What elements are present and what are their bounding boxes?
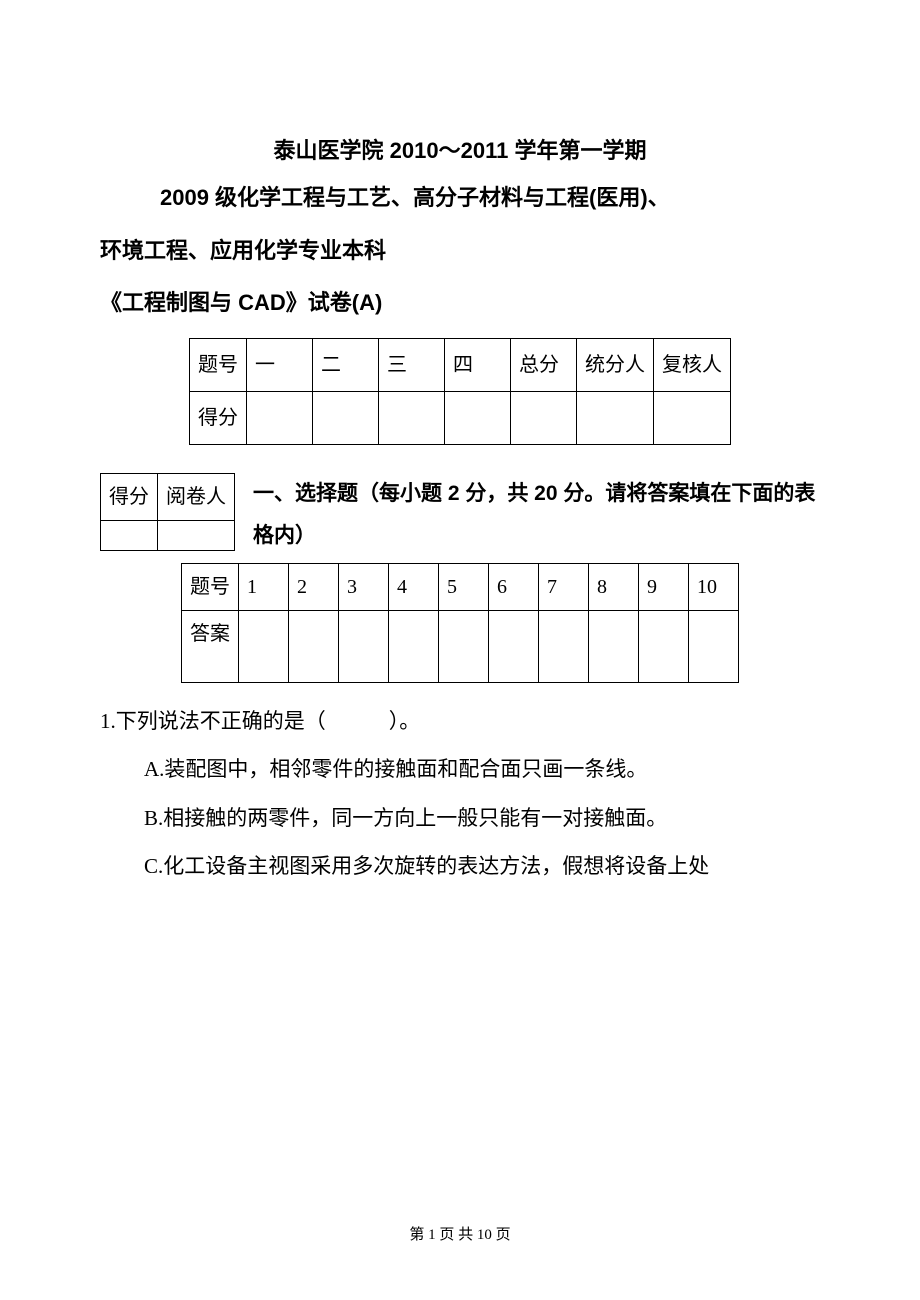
cell: 9 — [639, 564, 689, 611]
table-row: 题号 1 2 3 4 5 6 7 8 9 10 — [182, 564, 739, 611]
cell: 10 — [689, 564, 739, 611]
cell: 统分人 — [577, 339, 654, 392]
table-row: 答案 — [182, 611, 739, 683]
cell-empty — [439, 611, 489, 683]
cell-label: 得分 — [190, 392, 247, 445]
cell: 二 — [313, 339, 379, 392]
doc-title: 泰山医学院 2010～2011 学年第一学期 — [100, 130, 820, 172]
cell-empty — [577, 392, 654, 445]
question-1-option-b: B.相接触的两零件，同一方向上一般只能有一对接触面。 — [100, 794, 820, 842]
subtitle-line-2: 环境工程、应用化学专业本科 — [100, 225, 820, 278]
cell-empty — [489, 611, 539, 683]
cell: 8 — [589, 564, 639, 611]
cell: 5 — [439, 564, 489, 611]
question-1-option-a: A.装配图中，相邻零件的接触面和配合面只画一条线。 — [100, 745, 820, 793]
subtitle-line-3: 《工程制图与 CAD》试卷(A) — [100, 277, 820, 330]
section-1-title: 一、选择题（每小题 2 分，共 20 分。请将答案填在下面的表格内） — [235, 473, 820, 557]
cell: 2 — [289, 564, 339, 611]
cell-empty — [289, 611, 339, 683]
question-1-option-c: C.化工设备主视图采用多次旋转的表达方法，假想将设备上处 — [100, 842, 820, 890]
table-row: 得分 — [190, 392, 731, 445]
cell: 总分 — [511, 339, 577, 392]
cell: 得分 — [101, 474, 158, 521]
doc-subtitle-block: 2009 级化学工程与工艺、高分子材料与工程(医用)、 环境工程、应用化学专业本… — [100, 172, 820, 330]
section-header-row: 得分 阅卷人 一、选择题（每小题 2 分，共 20 分。请将答案填在下面的表格内… — [100, 473, 820, 557]
cell-label: 题号 — [182, 564, 239, 611]
cell: 阅卷人 — [158, 474, 235, 521]
cell: 7 — [539, 564, 589, 611]
cell: 三 — [379, 339, 445, 392]
cell-empty — [239, 611, 289, 683]
cell-empty — [511, 392, 577, 445]
cell-empty — [654, 392, 731, 445]
cell-empty — [589, 611, 639, 683]
cell: 1 — [239, 564, 289, 611]
cell-label: 答案 — [182, 611, 239, 683]
cell-empty — [101, 521, 158, 551]
cell: 6 — [489, 564, 539, 611]
cell-empty — [158, 521, 235, 551]
subtitle-line-1: 2009 级化学工程与工艺、高分子材料与工程(医用)、 — [100, 172, 820, 225]
cell-empty — [339, 611, 389, 683]
answer-grid-table: 题号 1 2 3 4 5 6 7 8 9 10 答案 — [181, 563, 739, 683]
table-row: 题号 一 二 三 四 总分 统分人 复核人 — [190, 339, 731, 392]
cell-empty — [247, 392, 313, 445]
grader-mini-table: 得分 阅卷人 — [100, 473, 235, 551]
cell-empty — [389, 611, 439, 683]
cell: 一 — [247, 339, 313, 392]
page-footer: 第 1 页 共 10 页 — [0, 1223, 920, 1244]
cell: 四 — [445, 339, 511, 392]
cell-empty — [689, 611, 739, 683]
cell-label: 题号 — [190, 339, 247, 392]
cell-empty — [379, 392, 445, 445]
table-row: 得分 阅卷人 — [101, 474, 235, 521]
question-1-stem: 1.下列说法不正确的是（ ）。 — [100, 697, 820, 745]
cell-empty — [639, 611, 689, 683]
cell: 4 — [389, 564, 439, 611]
cell-empty — [539, 611, 589, 683]
cell-empty — [445, 392, 511, 445]
table-row — [101, 521, 235, 551]
cell: 3 — [339, 564, 389, 611]
cell-empty — [313, 392, 379, 445]
page: 泰山医学院 2010～2011 学年第一学期 2009 级化学工程与工艺、高分子… — [0, 0, 920, 1300]
cell: 复核人 — [654, 339, 731, 392]
score-summary-table: 题号 一 二 三 四 总分 统分人 复核人 得分 — [189, 338, 731, 445]
